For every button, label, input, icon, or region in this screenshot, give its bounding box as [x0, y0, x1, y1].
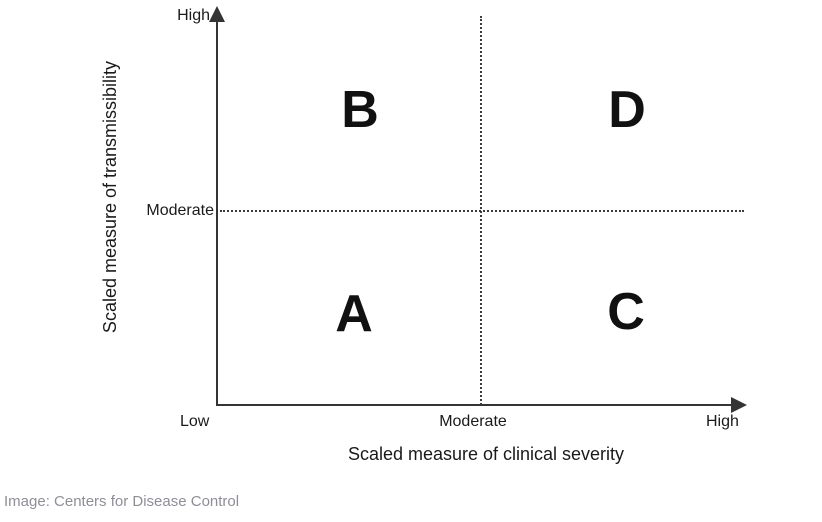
y-tick-moderate: Moderate: [146, 202, 214, 219]
quadrant-label-bottom-right: C: [607, 283, 645, 341]
horizontal-divider-dotted-line: [220, 210, 744, 212]
x-axis-line: [216, 404, 732, 406]
y-tick-high: High: [177, 7, 210, 24]
image-source-caption: Image: Centers for Disease Control: [4, 493, 240, 510]
y-axis-arrow-up-icon: [209, 6, 225, 22]
x-axis-arrow-right-icon: [731, 397, 747, 413]
x-tick-moderate: Moderate: [439, 413, 507, 430]
y-axis-line: [216, 18, 218, 406]
quadrant-label-top-right: D: [608, 81, 646, 139]
x-axis-title: Scaled measure of clinical severity: [347, 444, 625, 464]
y-axis-title: Scaled measure of transmissibility: [100, 60, 120, 334]
quadrant-label-bottom-left: A: [335, 285, 373, 343]
quadrant-label-top-left: B: [341, 81, 379, 139]
x-tick-low: Low: [180, 413, 210, 430]
x-tick-high: High: [706, 413, 739, 430]
